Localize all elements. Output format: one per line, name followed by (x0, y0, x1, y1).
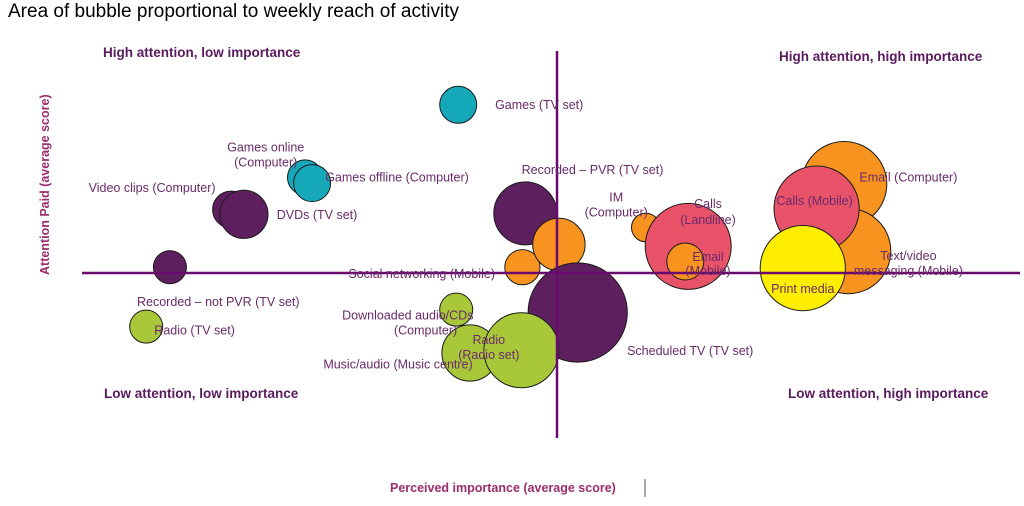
bubble-label-downloaded-audio-cds: Downloaded audio/CDs (342, 308, 473, 322)
bubble-label-dvds-tv-set: DVDs (TV set) (277, 208, 358, 222)
bubble-recorded-not-pvr-tv-set (152, 250, 187, 285)
bubble-radio-tv-set (129, 309, 164, 344)
bubble-print-media (759, 225, 846, 312)
bubble-radio-radio-set (483, 312, 560, 389)
bubble-email-mobile (666, 242, 705, 281)
quadrant-label-top-left: High attention, low importance (103, 45, 301, 60)
bubble-label-text-video: Text/video (880, 249, 936, 263)
bubble-label-recorded-pvr-tv-set: Recorded – PVR (TV set) (522, 163, 664, 177)
bubble-label-radio-set: (Radio set) (458, 348, 519, 362)
bubble-label-computer: (Computer) (394, 323, 457, 337)
bubble-label-calls: Calls (694, 197, 722, 211)
bubble-label-email: Email (692, 250, 723, 264)
x-axis-label: Perceived importance (average score) (390, 481, 616, 495)
bubble-label-computer: (Computer) (234, 155, 297, 169)
bubble-label-scheduled-tv-tv-set: Scheduled TV (TV set) (627, 344, 753, 358)
bubble-games-tv-set (439, 85, 478, 124)
quadrant-label-bottom-left: Low attention, low importance (104, 386, 299, 401)
chart-title: Area of bubble proportional to weekly re… (8, 1, 459, 22)
quadrant-label-bottom-right: Low attention, high importance (788, 386, 989, 401)
bubble-social-networking-mobile (504, 249, 541, 286)
bubble-label-recorded-not-pvr-tv-set: Recorded – not PVR (TV set) (137, 295, 300, 309)
y-axis-label: Attention Paid (average score) (38, 94, 52, 275)
bubble-label-radio: Radio (472, 333, 505, 347)
bubble-label-email-computer: Email (Computer) (859, 171, 957, 185)
bubble-label-computer: (Computer) (585, 205, 648, 219)
bubble-label-messaging-mobile: messaging (Mobile) (854, 264, 963, 278)
bubble-label-music-audio-music-centre: Music/audio (Music centre) (323, 357, 472, 371)
bubble-label-radio-tv-set: Radio (TV set) (154, 323, 235, 337)
bubbles-layer (129, 85, 892, 389)
bubble-label-calls-mobile: Calls (Mobile) (776, 194, 852, 208)
bubble-label-im: IM (609, 190, 623, 204)
bubble-label-social-networking-mobile: Social networking (Mobile) (348, 267, 495, 281)
bubble-label-games-online: Games online (227, 140, 304, 154)
quadrant-label-top-right: High attention, high importance (779, 49, 983, 64)
bubble-downloaded-audio-cds-computer (439, 292, 474, 327)
bubble-games-offline-computer (293, 164, 332, 203)
bubble-dvds-tv-set (219, 189, 269, 239)
bubble-label-video-clips-computer: Video clips (Computer) (89, 181, 216, 195)
bubble-label-landline: (Landline) (680, 213, 736, 227)
bubble-label-print-media: Print media (771, 282, 834, 296)
bubble-labels-layer: Games (TV set)Games online(Computer)Game… (89, 98, 963, 372)
bubble-label-games-offline-computer: Games offline (Computer) (325, 171, 469, 185)
bubble-label-mobile: (Mobile) (685, 264, 730, 278)
bubble-label-games-tv-set: Games (TV set) (495, 98, 583, 112)
